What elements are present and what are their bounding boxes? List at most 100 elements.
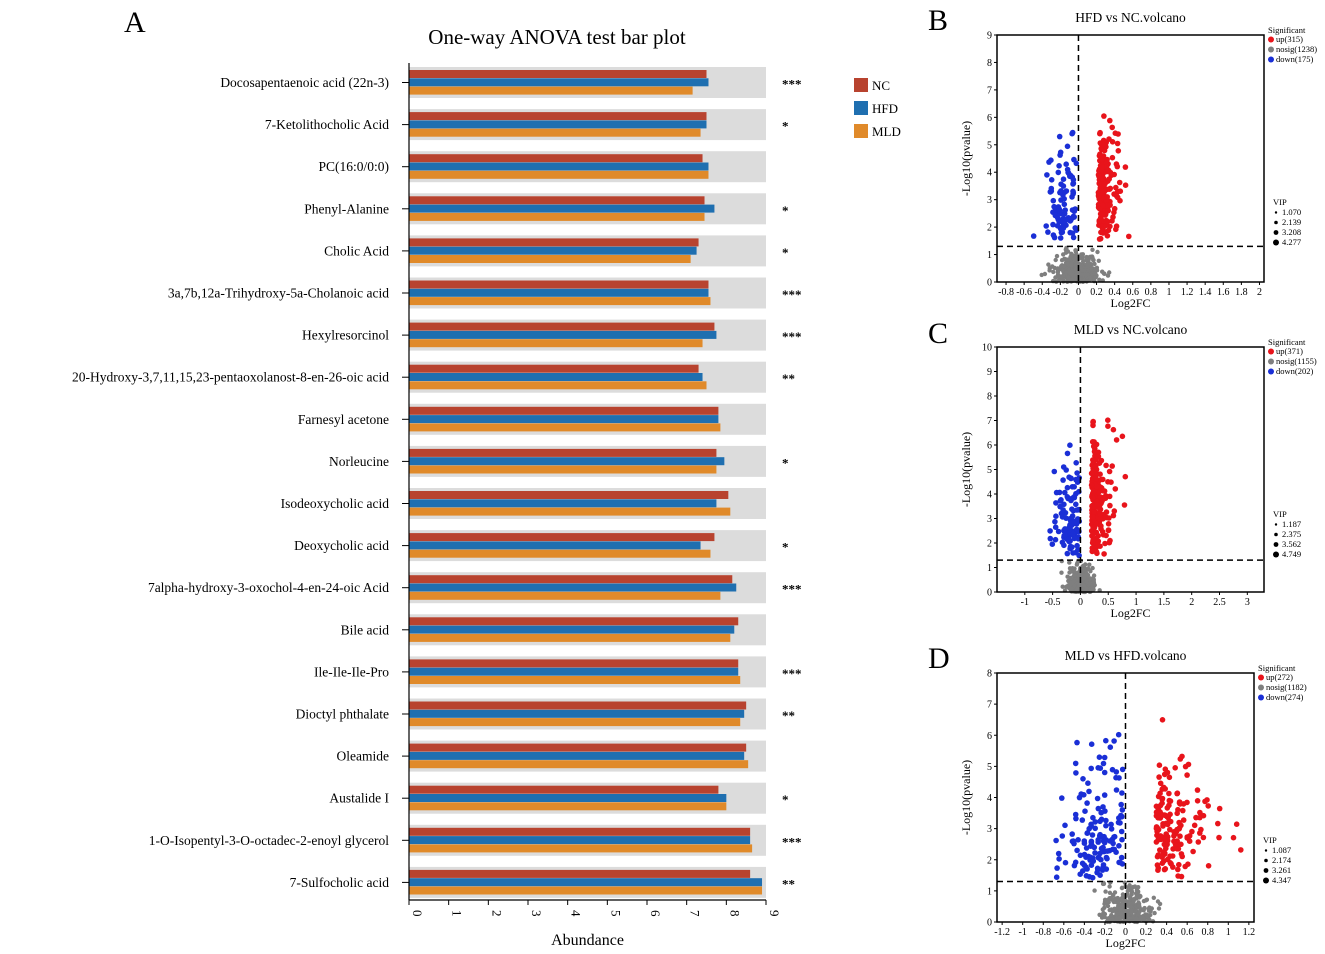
point-up [1233, 821, 1240, 827]
point-up [1160, 858, 1167, 864]
point-up [1185, 761, 1192, 768]
y-tick-label: 3 [987, 824, 992, 835]
point-up [1174, 790, 1181, 796]
category-label: 7alpha-hydroxy-3-oxochol-4-en-24-oic Aci… [148, 580, 389, 595]
point-up [1113, 437, 1120, 443]
x-tick-label: 0.4 [1160, 927, 1173, 938]
point-up [1155, 810, 1161, 816]
y-tick-label: 4 [987, 490, 992, 501]
x-tick-label: 0.2 [1140, 927, 1153, 938]
point-up [1116, 179, 1123, 186]
point-nosig [1088, 276, 1093, 281]
point-up [1102, 495, 1108, 502]
point-up [1205, 803, 1211, 809]
point-nosig [1067, 560, 1072, 565]
point-up [1156, 762, 1163, 768]
point-up [1089, 439, 1096, 445]
panel-letter-c: C [928, 317, 948, 350]
legend-dot-up [1258, 674, 1264, 681]
point-down [1111, 846, 1118, 853]
point-up [1126, 233, 1132, 240]
point-nosig [1065, 257, 1070, 262]
x-tick-label: 0.2 [1090, 287, 1103, 298]
point-up [1106, 468, 1113, 475]
point-nosig [1090, 247, 1095, 252]
point-up [1173, 828, 1180, 835]
point-up [1193, 814, 1199, 821]
bar-nc [409, 491, 729, 499]
bar-mld [409, 170, 709, 179]
point-down [1054, 865, 1060, 871]
bar-mld [409, 676, 741, 684]
point-down [1060, 176, 1067, 182]
y-tick-label: 10 [982, 343, 992, 354]
bar-hfd [409, 204, 715, 213]
point-down [1116, 843, 1122, 849]
point-up [1117, 197, 1123, 204]
point-up [1110, 512, 1117, 519]
vip-size-dot [1274, 523, 1278, 526]
point-up [1097, 543, 1103, 549]
y-tick-label: 2 [987, 223, 992, 234]
bar-hfd [409, 836, 751, 845]
point-up [1160, 784, 1167, 791]
point-down [1062, 532, 1068, 538]
bar-hfd [409, 162, 709, 171]
vip-size-dot [1263, 868, 1269, 873]
vip-level-label: 3.261 [1272, 865, 1291, 875]
point-up [1096, 217, 1103, 224]
point-up [1197, 809, 1203, 816]
point-up [1190, 848, 1196, 855]
point-down [1106, 847, 1113, 854]
volcano-points [1030, 113, 1132, 284]
point-down [1055, 169, 1062, 176]
point-up [1097, 151, 1103, 157]
point-down [1053, 500, 1059, 506]
legend-label-up: up(315) [1276, 34, 1303, 44]
point-nosig [1059, 570, 1064, 575]
point-down [1063, 467, 1069, 473]
point-up [1172, 765, 1178, 771]
point-nosig [1061, 263, 1067, 269]
point-down [1060, 477, 1066, 483]
x-tick-label: -1 [1021, 597, 1029, 608]
point-nosig [1070, 566, 1075, 571]
category-label: Cholic Acid [324, 243, 389, 258]
legend-dot-down [1268, 56, 1274, 63]
point-up [1103, 514, 1110, 521]
point-down [1052, 518, 1058, 525]
x-tick-label: 0 [1123, 927, 1128, 938]
point-up [1179, 853, 1185, 860]
point-down [1091, 844, 1098, 851]
point-nosig [1087, 562, 1092, 567]
point-down [1064, 450, 1071, 457]
significance-mark: ** [782, 371, 795, 386]
point-up [1090, 548, 1097, 554]
y-tick-label: 5 [987, 762, 992, 773]
bar-mld [409, 212, 705, 221]
point-down [1058, 197, 1064, 203]
point-down [1052, 536, 1059, 543]
point-up [1200, 834, 1207, 841]
point-nosig [1072, 573, 1077, 578]
y-tick-label: 6 [987, 731, 992, 742]
bar-mld [409, 633, 731, 642]
vip-size-dot [1273, 542, 1279, 547]
point-nosig [1069, 586, 1075, 591]
point-down [1049, 541, 1056, 547]
point-nosig [1061, 273, 1066, 278]
volcano-title: MLD vs HFD.volcano [1065, 648, 1187, 663]
legend-label-down: down(202) [1276, 366, 1313, 376]
x-tick-label: 8 [727, 910, 742, 917]
vip-level-label: 2.139 [1282, 217, 1301, 227]
point-up [1113, 223, 1120, 229]
point-up [1090, 488, 1097, 495]
point-down [1100, 804, 1106, 810]
point-down [1045, 229, 1051, 235]
point-up [1094, 483, 1100, 490]
x-tick-label: 6 [648, 910, 663, 917]
point-nosig [1066, 275, 1072, 280]
x-tick-label: 1.8 [1235, 287, 1248, 298]
point-down [1116, 775, 1122, 781]
legend-label-down: down(274) [1266, 692, 1303, 702]
